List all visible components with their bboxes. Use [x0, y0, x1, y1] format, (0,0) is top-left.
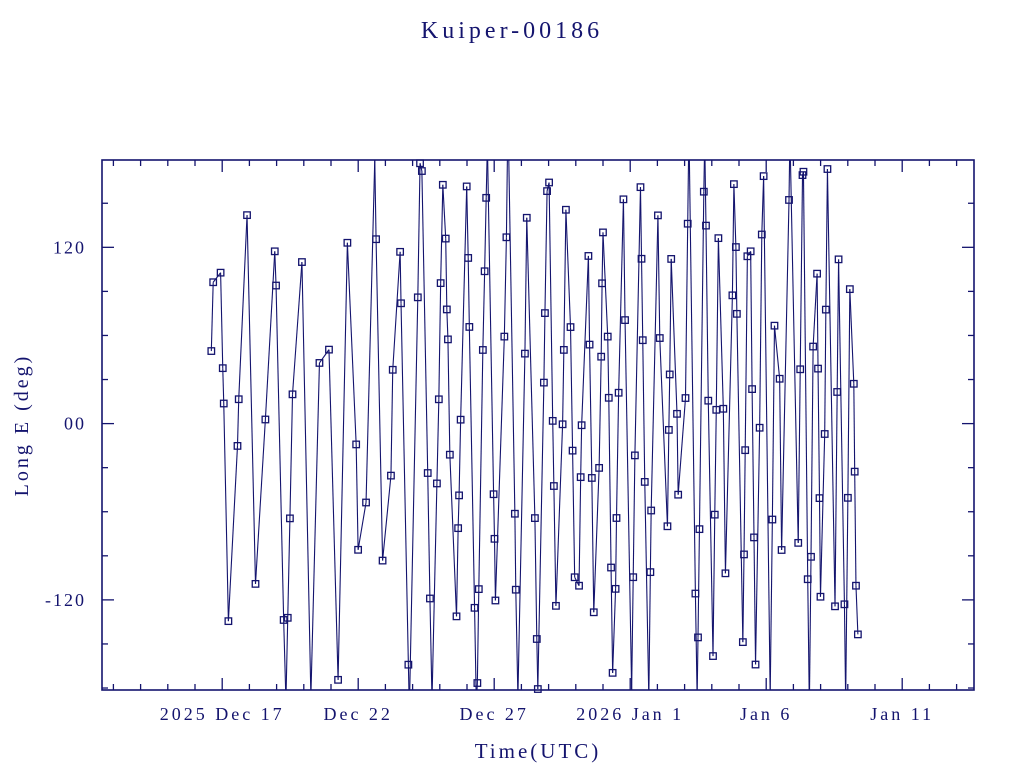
svg-text:Time(UTC): Time(UTC) [475, 739, 602, 763]
svg-text:Long E (deg): Long E (deg) [11, 354, 33, 497]
svg-text:Dec 27: Dec 27 [459, 704, 528, 724]
svg-text:00: 00 [64, 414, 86, 434]
svg-text:-120: -120 [45, 590, 86, 610]
svg-text:120: 120 [53, 237, 86, 257]
svg-text:Jan 6: Jan 6 [740, 704, 793, 724]
svg-text:Kuiper-00186: Kuiper-00186 [421, 18, 603, 44]
svg-text:2025 Dec 17: 2025 Dec 17 [160, 704, 285, 724]
svg-text:Dec 22: Dec 22 [323, 704, 392, 724]
svg-text:Jan 11: Jan 11 [870, 704, 934, 724]
svg-text:2026 Jan 1: 2026 Jan 1 [576, 704, 684, 724]
